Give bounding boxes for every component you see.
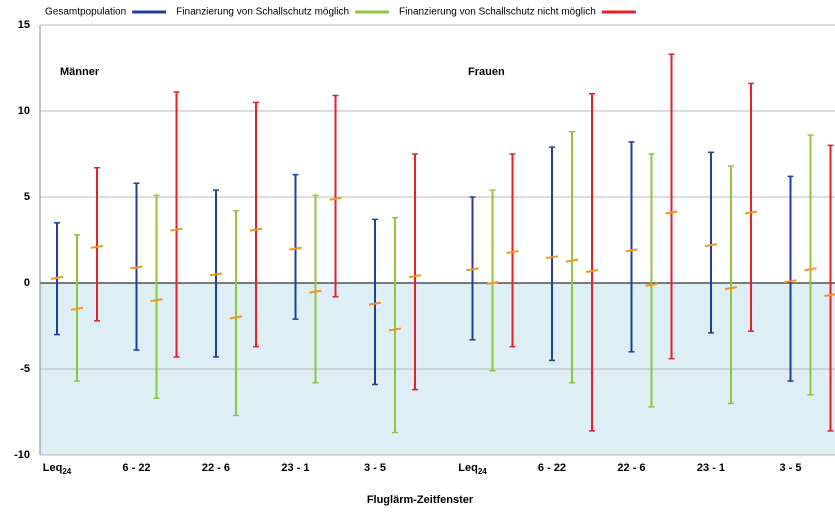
legend-label: Finanzierung von Schallschutz möglich: [176, 7, 349, 18]
estimate-marker: [744, 210, 758, 215]
x-tick-label: 3 - 5: [364, 462, 386, 474]
x-tick-label: 6 - 22: [538, 462, 566, 474]
estimate-marker: [506, 250, 519, 255]
estimate-marker: [150, 298, 163, 303]
x-tick-label: Leq24: [43, 462, 72, 476]
estimate-marker: [804, 267, 817, 272]
estimate-marker: [90, 244, 104, 249]
estimate-marker: [625, 248, 638, 253]
y-tick-label: 5: [24, 191, 30, 203]
y-tick-label: -5: [20, 363, 30, 375]
x-tick-label: 22 - 6: [617, 462, 645, 474]
estimate-marker: [388, 327, 402, 332]
y-tick-label: 0: [24, 277, 30, 289]
estimate-marker: [329, 196, 342, 201]
group-label: Frauen: [468, 66, 505, 78]
estimate-marker: [565, 258, 579, 263]
x-tick-label: 23 - 1: [281, 462, 309, 474]
x-tick-label: Leq24: [458, 462, 487, 476]
estimate-marker: [70, 306, 84, 311]
estimate-marker: [545, 255, 559, 260]
estimate-marker: [229, 315, 243, 320]
estimate-marker: [665, 210, 678, 215]
estimate-marker: [408, 274, 422, 279]
estimate-marker: [309, 289, 322, 294]
x-tick-label: 3 - 5: [779, 462, 801, 474]
estimate-marker: [784, 279, 797, 284]
estimate-marker: [585, 268, 599, 273]
estimate-marker: [704, 243, 718, 248]
legend-label: Finanzierung von Schallschutz nicht mögl…: [399, 7, 596, 18]
x-tick-label: 22 - 6: [202, 462, 230, 474]
x-axis-title: Fluglärm-Zeitfenster: [367, 494, 474, 506]
estimate-marker: [645, 282, 658, 287]
estimate-marker: [724, 286, 738, 291]
y-tick-label: 10: [18, 105, 30, 117]
estimate-marker: [289, 246, 302, 251]
estimate-marker: [368, 301, 382, 306]
estimate-marker: [249, 227, 263, 232]
x-tick-label: 23 - 1: [697, 462, 725, 474]
y-tick-label: 15: [18, 19, 30, 31]
estimate-marker: [130, 265, 143, 270]
estimate-marker: [209, 272, 223, 277]
estimate-marker: [486, 281, 499, 285]
estimate-marker: [50, 275, 64, 280]
estimate-marker: [466, 267, 479, 272]
x-tick-label: 6 - 22: [122, 462, 150, 474]
legend-label: Gesamtpopulation: [45, 7, 126, 18]
estimate-marker: [170, 227, 183, 232]
group-label: Männer: [60, 66, 100, 78]
y-tick-label: -10: [14, 449, 30, 461]
